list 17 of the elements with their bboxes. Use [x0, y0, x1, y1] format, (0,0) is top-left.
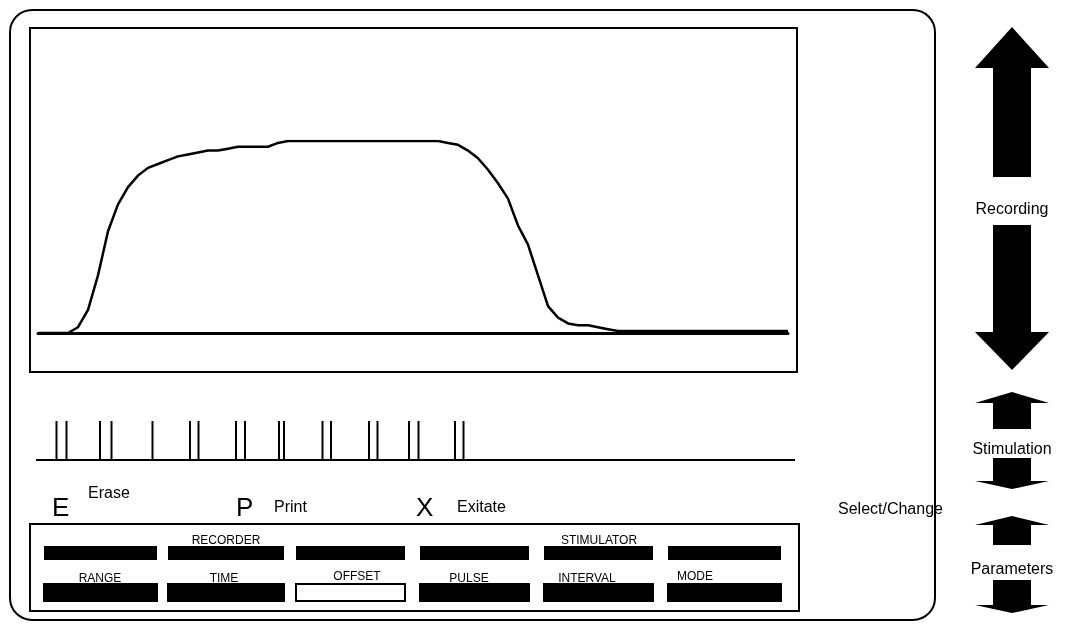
text: Erase: [88, 484, 130, 501]
text: MODE: [677, 569, 713, 583]
text: X: [416, 492, 434, 522]
text: Print: [274, 498, 308, 515]
text: P: [236, 492, 254, 522]
text: Exitate: [457, 498, 507, 515]
text: Parameters: [970, 560, 1054, 577]
text: RECORDER: [191, 533, 261, 547]
text: STIMULATOR: [560, 533, 638, 547]
text: INTERVAL: [558, 571, 617, 585]
text: E: [52, 492, 70, 522]
text: OFFSET: [333, 569, 382, 583]
text: TIME: [209, 571, 239, 585]
text: RANGE: [78, 571, 122, 585]
text: PULSE: [449, 571, 489, 585]
text: Stimulation: [972, 440, 1052, 457]
text: Recording: [975, 200, 1049, 217]
